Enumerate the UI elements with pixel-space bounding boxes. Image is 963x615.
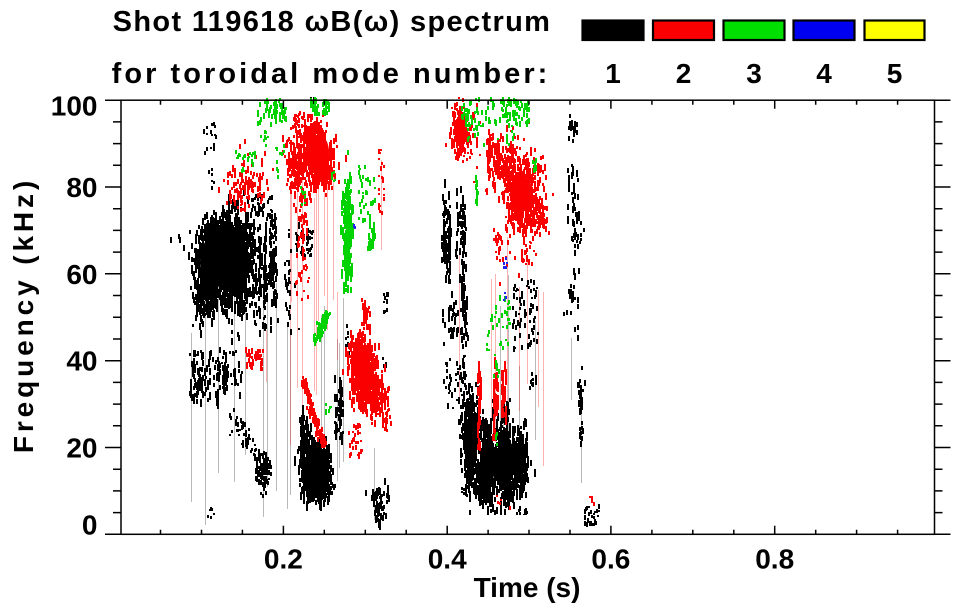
- svg-text:100: 100: [51, 90, 98, 121]
- svg-text:0.2: 0.2: [264, 544, 303, 575]
- svg-text:80: 80: [66, 172, 97, 203]
- svg-text:Frequency (kHz): Frequency (kHz): [8, 177, 39, 453]
- svg-text:1: 1: [605, 58, 621, 89]
- svg-text:Shot 119618 ωB(ω) spectrum: Shot 119618 ωB(ω) spectrum: [113, 6, 552, 38]
- svg-text:3: 3: [746, 58, 762, 89]
- svg-text:0.8: 0.8: [755, 544, 794, 575]
- svg-text:Time (s): Time (s): [474, 572, 581, 603]
- svg-text:0.6: 0.6: [591, 544, 630, 575]
- svg-text:40: 40: [66, 346, 97, 377]
- svg-text:0.4: 0.4: [428, 544, 467, 575]
- svg-text:2: 2: [676, 58, 692, 89]
- svg-text:20: 20: [66, 433, 97, 464]
- svg-text:60: 60: [66, 259, 97, 290]
- svg-text:5: 5: [887, 58, 903, 89]
- svg-text:0: 0: [82, 509, 98, 540]
- svg-text:4: 4: [816, 58, 832, 89]
- svg-text:for toroidal mode number:: for toroidal mode number:: [112, 58, 551, 90]
